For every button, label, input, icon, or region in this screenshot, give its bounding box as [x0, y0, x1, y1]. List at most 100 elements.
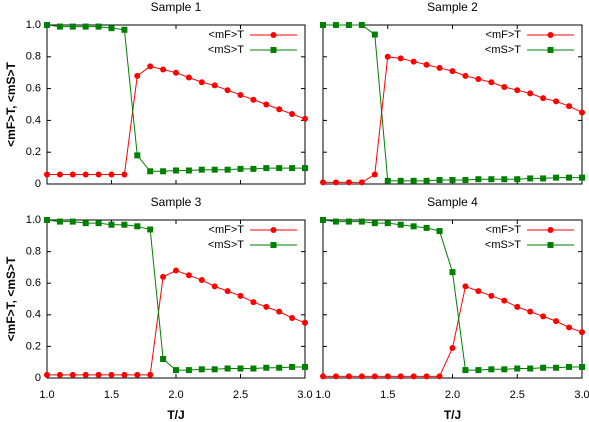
marker: [462, 283, 469, 290]
marker: [384, 373, 391, 380]
legend-marker: [547, 227, 554, 233]
marker: [302, 319, 308, 326]
marker: [320, 217, 326, 223]
marker: [211, 82, 218, 89]
marker: [436, 228, 443, 235]
marker: [423, 61, 430, 68]
marker: [160, 168, 167, 175]
marker: [566, 363, 573, 370]
marker: [198, 366, 205, 373]
marker: [540, 313, 547, 320]
legend-marker: [547, 47, 554, 53]
marker: [475, 176, 482, 183]
plot-frame: [322, 24, 583, 185]
marker: [289, 165, 296, 172]
plot-frame: [46, 219, 306, 379]
marker: [501, 366, 508, 373]
marker: [224, 166, 231, 173]
marker: [302, 165, 308, 172]
marker: [108, 171, 115, 178]
marker: [173, 367, 179, 374]
marker: [263, 101, 270, 108]
marker: [475, 288, 482, 295]
marker: [514, 303, 521, 310]
marker: [332, 179, 339, 186]
y-tick-label: 0.4: [26, 114, 41, 126]
marker: [69, 218, 76, 225]
marker: [147, 168, 154, 175]
marker: [160, 66, 167, 73]
x-tick-label: 1.0: [315, 389, 330, 401]
marker: [198, 277, 205, 284]
panel-title: Sample 3: [151, 195, 202, 209]
marker: [198, 79, 205, 86]
marker: [134, 223, 141, 230]
marker: [108, 221, 115, 228]
marker: [108, 371, 115, 378]
marker: [527, 175, 534, 182]
marker: [82, 371, 89, 378]
marker: [371, 31, 378, 38]
marker: [397, 221, 404, 228]
marker: [56, 171, 63, 178]
marker: [371, 171, 378, 178]
marker: [302, 363, 308, 370]
marker: [566, 103, 573, 110]
marker: [263, 165, 270, 172]
marker: [276, 364, 283, 371]
marker: [397, 373, 404, 380]
marker: [384, 220, 391, 227]
marker: [95, 171, 102, 178]
marker: [211, 366, 218, 373]
marker: [185, 167, 192, 174]
marker: [276, 165, 283, 172]
x-tick-label: 2.5: [510, 389, 525, 401]
marker: [488, 79, 495, 86]
marker: [250, 299, 257, 306]
marker: [44, 371, 50, 378]
legend-label: <mS>T: [208, 44, 244, 56]
legend-label: <mS>T: [485, 44, 521, 56]
marker: [436, 177, 443, 184]
panel-title: Sample 2: [427, 0, 478, 14]
marker: [540, 95, 547, 102]
marker: [95, 371, 102, 378]
marker: [423, 373, 430, 380]
marker: [410, 58, 417, 65]
marker: [121, 221, 128, 228]
legend-label: <mF>T: [486, 29, 522, 41]
marker: [397, 55, 404, 62]
marker: [384, 177, 391, 184]
marker: [95, 220, 102, 227]
marker: [553, 364, 560, 371]
panel-title: Sample 1: [151, 0, 202, 14]
marker: [134, 152, 141, 159]
legend-label: <mF>T: [486, 224, 522, 236]
marker: [579, 174, 585, 181]
legend-label: <mS>T: [208, 239, 244, 251]
marker: [384, 53, 391, 60]
marker: [579, 329, 585, 336]
marker: [69, 371, 76, 378]
marker: [121, 371, 128, 378]
marker: [250, 165, 257, 172]
marker: [579, 109, 585, 116]
legend-marker: [547, 32, 554, 38]
marker: [302, 115, 308, 122]
marker: [320, 22, 326, 28]
marker: [82, 220, 89, 227]
marker: [56, 23, 63, 30]
marker: [527, 308, 534, 315]
marker: [121, 26, 128, 33]
y-axis-label: <mF>T, <mS>T: [4, 61, 18, 146]
marker: [160, 356, 167, 363]
marker: [198, 166, 205, 173]
marker: [250, 96, 257, 103]
marker: [173, 69, 179, 76]
marker: [436, 64, 443, 71]
marker: [332, 373, 339, 380]
marker: [553, 174, 560, 181]
marker: [462, 367, 469, 374]
marker: [449, 344, 456, 351]
x-tick-label: 1.5: [104, 389, 119, 401]
